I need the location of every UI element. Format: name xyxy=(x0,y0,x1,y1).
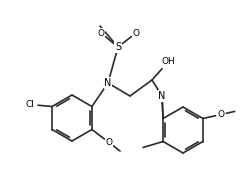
Text: Cl: Cl xyxy=(26,100,34,109)
Text: O: O xyxy=(132,28,140,38)
Text: N: N xyxy=(158,91,166,101)
Text: O: O xyxy=(217,110,224,119)
Text: O: O xyxy=(105,138,112,147)
Text: OH: OH xyxy=(161,57,175,67)
Text: S: S xyxy=(115,42,121,52)
Text: O: O xyxy=(98,28,104,38)
Text: N: N xyxy=(104,78,112,88)
